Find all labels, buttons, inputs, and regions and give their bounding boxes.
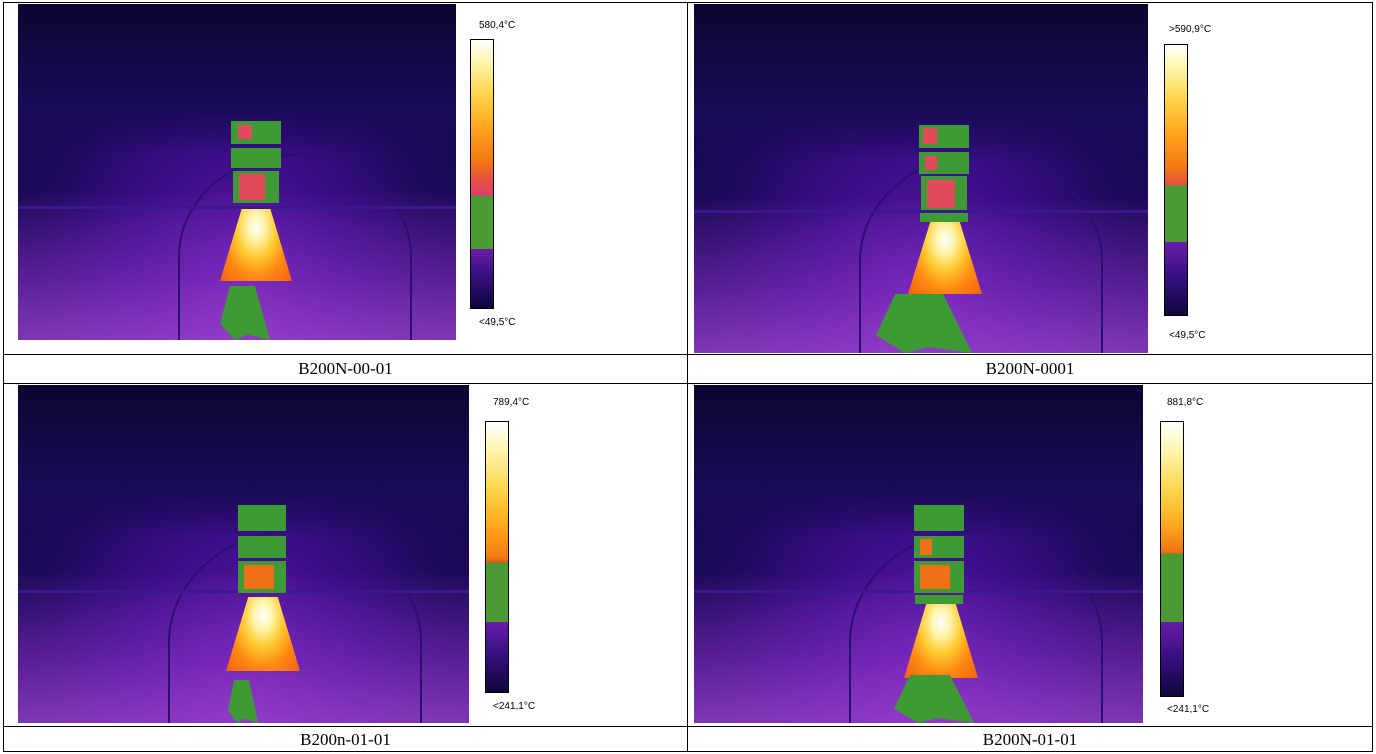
panel-2: >590,9°C <49,5°C: [688, 3, 1372, 354]
table-divider: [4, 383, 1372, 384]
scale-max-label: 789,4°C: [493, 397, 530, 408]
table-divider: [4, 354, 1372, 355]
scale-min-label: <241,1°C: [1167, 704, 1210, 715]
panel-1: 580,4°C <49,5°C: [4, 3, 687, 354]
table-divider-vertical: [687, 3, 688, 751]
thermal-image: [694, 385, 1143, 723]
color-scale-bar: [485, 421, 509, 693]
figure-table: 580,4°C <49,5°C B200N-00-01 >590,9°C <49…: [3, 2, 1373, 752]
thermal-image: [694, 4, 1148, 353]
scale-max-label: >590,9°C: [1169, 24, 1212, 35]
scale-min-label: <49,5°C: [479, 317, 516, 328]
thermal-image: [18, 4, 456, 340]
scale-min-label: <241,1°C: [493, 701, 536, 712]
scale-max-label: 580,4°C: [479, 20, 516, 31]
scale-max-label: 881,8°C: [1167, 397, 1204, 408]
color-scale-bar: [1160, 421, 1184, 697]
color-scale-bar: [1164, 44, 1188, 316]
color-scale-bar: [470, 39, 494, 309]
panel-caption: B200N-00-01: [298, 359, 393, 378]
panel-3: 789,4°C <241,1°C: [4, 384, 687, 726]
panel-caption: B200N-0001: [985, 359, 1075, 378]
panel-caption: B200N-01-01: [982, 730, 1078, 749]
thermal-image: [18, 385, 469, 723]
scale-min-label: <49,5°C: [1169, 330, 1206, 341]
panel-caption: B200n-01-01: [300, 730, 391, 749]
table-divider: [4, 726, 1372, 727]
panel-4: 881,8°C <241,1°C: [688, 384, 1372, 726]
